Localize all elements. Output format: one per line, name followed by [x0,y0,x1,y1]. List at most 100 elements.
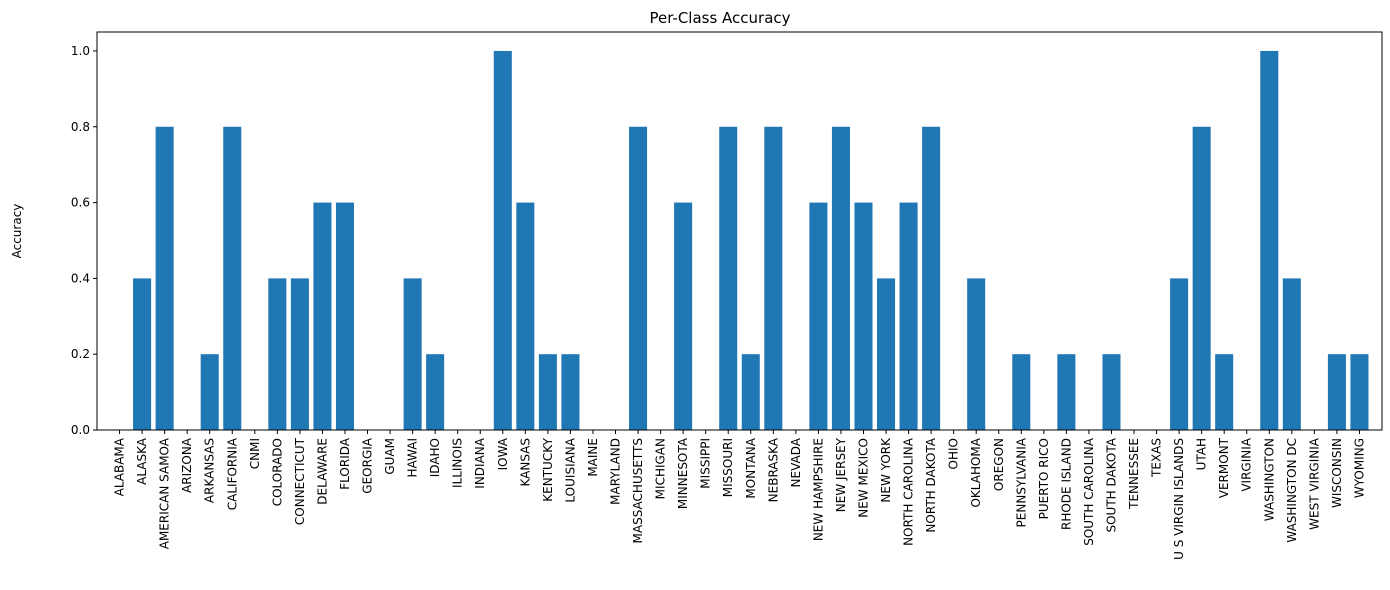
x-tick-label: WASHINGTON DC [1285,438,1299,543]
x-tick-label: GEORGIA [361,437,375,494]
x-tick-label: COLORADO [270,438,284,506]
x-tick-label: WEST VIRGINIA [1307,437,1321,530]
bar-new-jersey [831,126,850,430]
x-tick-label: NORTH DAKOTA [924,437,938,532]
bar-nebraska [764,126,783,430]
x-tick-label: LOUISIANA [563,437,577,502]
x-tick-label: MISSOURI [721,438,735,497]
bar-north-dakota [922,126,941,430]
y-axis-ticks: 0.0 0.2 0.4 0.6 0.8 1.0 [71,44,97,437]
bar-montana [741,354,760,430]
y-tick-label: 0.2 [71,347,90,361]
x-tick-label: PUERTO RICO [1037,438,1051,519]
x-tick-label: CALIFORNIA [225,437,239,510]
bar-oklahoma [967,278,986,430]
bar-alaska [133,278,152,430]
y-tick-label: 0.4 [71,271,90,285]
x-tick-label: SOUTH DAKOTA [1104,437,1118,532]
bar-iowa [493,50,512,430]
y-tick-label: 1.0 [71,44,90,58]
y-tick-label: 0.8 [71,120,90,134]
x-tick-label: U S VIRGIN ISLANDS [1172,438,1186,560]
x-tick-label: PENNSYLVANIA [1014,437,1028,527]
bar-louisiana [561,354,580,430]
x-tick-label: NEW YORK [879,437,893,503]
x-tick-label: RHODE ISLAND [1059,438,1073,530]
chart-title: Per-Class Accuracy [649,9,790,27]
x-tick-label: KANSAS [518,438,532,487]
bar-new-mexico [854,202,873,430]
bar-wisconsin [1327,354,1346,430]
bar-new-york [877,278,896,430]
x-tick-label: ARKANSAS [203,438,217,503]
bar-hawai [403,278,422,430]
x-tick-label: MAINE [586,438,600,477]
x-tick-label: AMERICAN SAMOA [158,437,172,549]
bar-american-samoa [155,126,174,430]
x-tick-label: IOWA [496,437,510,470]
bar-rhode-island [1057,354,1076,430]
plot-frame [96,31,1383,431]
x-tick-label: VIRGINIA [1240,437,1254,491]
x-tick-label: VERMONT [1217,437,1231,498]
bar-florida [335,202,354,430]
bar-vermont [1215,354,1234,430]
x-tick-label: NEBRASKA [766,437,780,502]
bar-washington [1260,50,1279,430]
x-tick-label: IDAHO [428,438,442,477]
bar-idaho [426,354,445,430]
x-tick-label: UTAH [1195,438,1209,470]
x-tick-label: OKLAHOMA [969,437,983,507]
x-tick-label: NEVADA [789,437,803,487]
x-tick-label: MONTANA [744,437,758,498]
bar-massachusetts [629,126,648,430]
bar-kentucky [538,354,557,430]
x-tick-label: MICHIGAN [654,438,668,499]
x-tick-label: KENTUCKY [541,437,555,501]
x-tick-label: OREGON [992,438,1006,491]
x-tick-label: WYOMING [1352,438,1366,498]
bar-california [223,126,242,430]
bar-minnesota [674,202,693,430]
bar-utah [1192,126,1211,430]
x-tick-label: NORTH CAROLINA [902,437,916,546]
y-tick-label: 0.6 [71,196,90,210]
x-tick-label: OHIO [947,438,961,469]
x-axis-ticks: ALABAMA ALASKA AMERICAN SAMOA ARIZONA ARKANS… [113,430,1366,560]
y-tick-label: 0.0 [71,423,90,437]
bar-south-dakota [1102,354,1121,430]
bar-pennsylvania [1012,354,1031,430]
x-tick-label: GUAM [383,438,397,475]
x-tick-label: MISSIPPI [699,438,713,489]
x-tick-label: CNMI [248,438,262,469]
bar-connecticut [290,278,309,430]
x-tick-label: WASHINGTON [1262,438,1276,521]
bar-new-hampshire [809,202,828,430]
y-axis-label: Accuracy [10,204,24,259]
bar-delaware [313,202,332,430]
x-tick-label: HAWAI [406,438,420,478]
x-tick-label: SOUTH CAROLINA [1082,437,1096,546]
x-tick-label: NEW JERSEY [834,437,848,512]
bar-arkansas [200,354,219,430]
x-tick-label: MASSACHUSETTS [631,438,645,543]
x-tick-label: TEXAS [1150,438,1164,478]
x-tick-label: CONNECTICUT [293,437,307,525]
x-tick-label: NEW MEXICO [856,438,870,518]
x-tick-label: FLORIDA [338,437,352,490]
bar-north-carolina [899,202,918,430]
bars-group [133,50,1369,430]
x-tick-label: WISCONSIN [1330,438,1344,508]
x-tick-label: NEW HAMPSHIRE [811,438,825,541]
bar-kansas [516,202,535,430]
x-tick-label: ALABAMA [113,437,127,496]
bar-colorado [268,278,287,430]
bar-wyoming [1350,354,1369,430]
x-tick-label: ARIZONA [180,437,194,493]
x-tick-label: ILLINOIS [451,438,465,488]
x-tick-label: DELAWARE [315,438,329,505]
x-tick-label: ALASKA [135,437,149,485]
x-tick-label: INDIANA [473,437,487,488]
bar-washington-dc [1282,278,1301,430]
